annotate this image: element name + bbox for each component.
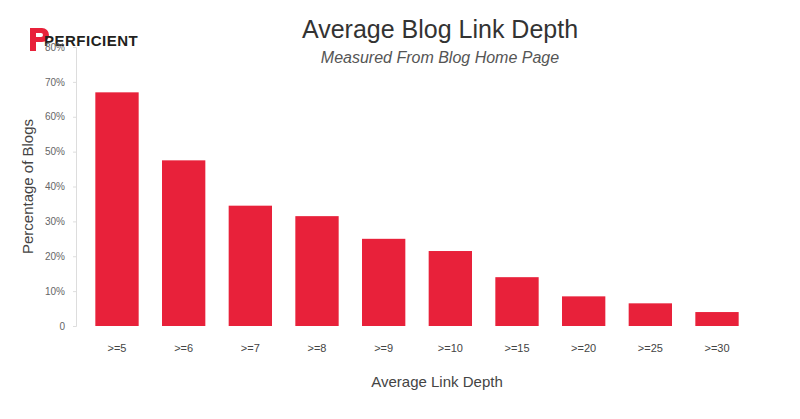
y-axis-line [73, 48, 77, 327]
y-tick-mark [73, 221, 76, 222]
bar [362, 239, 405, 326]
y-tick: 50% [45, 146, 76, 157]
x-tick: >=8 [308, 342, 327, 354]
y-tick-label: 80% [45, 42, 65, 53]
y-tick: 60% [45, 111, 76, 122]
y-tick-label: 70% [45, 77, 65, 88]
y-tick-label: 50% [45, 146, 65, 157]
y-tick-mark [73, 291, 76, 292]
y-tick-label: 30% [45, 216, 65, 227]
x-tick-label: >=9 [374, 342, 393, 354]
subtitle: Measured From Blog Home Page [321, 49, 559, 66]
bar [295, 216, 338, 326]
bar [162, 160, 205, 326]
y-tick-label: 20% [45, 251, 65, 262]
y-tick-mark [73, 82, 76, 83]
x-tick: >=9 [374, 342, 393, 354]
bar [429, 251, 472, 326]
y-tick: 80% [45, 42, 76, 53]
y-tick-label: 0 [59, 321, 65, 332]
bar [95, 92, 138, 326]
y-tick-mark [73, 152, 76, 153]
x-tick: >=30 [704, 342, 729, 354]
x-tick-label: >=20 [571, 342, 596, 354]
x-tick-label: >=10 [438, 342, 463, 354]
bar [495, 277, 538, 326]
x-axis: >=5 >=6 >=7 >=8 >=9 >=10 >=15 >=20 >=25 >=30 [83, 331, 753, 354]
bar [229, 206, 272, 326]
x-axis-line [83, 330, 753, 331]
y-tick-mark [73, 187, 76, 188]
x-tick: >=20 [571, 342, 596, 354]
bar [562, 296, 605, 326]
y-tick-label: 10% [45, 286, 65, 297]
y-tick: 70% [45, 77, 76, 88]
bar [629, 303, 672, 326]
y-axis-title: Percentage of Blogs [19, 119, 36, 254]
chart: PERFICIENTAverage Blog Link DepthMeasure… [0, 0, 800, 419]
x-tick-label: >=30 [704, 342, 729, 354]
x-tick: >=10 [438, 342, 463, 354]
y-axis: 0 10% 20% 30% 40% 50% 60% 70% 80% [45, 42, 77, 332]
bars [95, 92, 738, 326]
x-tick-label: >=25 [638, 342, 663, 354]
y-tick: 30% [45, 216, 76, 227]
y-tick: 10% [45, 286, 76, 297]
title: Average Blog Link Depth [302, 15, 578, 43]
y-tick-mark [73, 117, 76, 118]
y-tick: 40% [45, 181, 76, 192]
x-tick: >=7 [241, 342, 260, 354]
x-tick-label: >=15 [504, 342, 529, 354]
x-tick: >=25 [638, 342, 663, 354]
y-tick: 0 [59, 321, 76, 332]
y-tick-mark [73, 256, 76, 257]
x-tick-label: >=6 [174, 342, 193, 354]
y-tick-mark [73, 326, 76, 327]
x-tick: >=6 [174, 342, 193, 354]
x-tick: >=15 [504, 342, 529, 354]
y-tick-mark [73, 47, 76, 48]
x-tick-label: >=8 [308, 342, 327, 354]
x-axis-title: Average Link Depth [371, 373, 502, 390]
x-tick: >=5 [108, 342, 127, 354]
x-tick-label: >=7 [241, 342, 260, 354]
bar [695, 312, 738, 326]
y-tick-label: 40% [45, 181, 65, 192]
x-tick-label: >=5 [108, 342, 127, 354]
y-tick: 20% [45, 251, 76, 262]
y-tick-label: 60% [45, 111, 65, 122]
